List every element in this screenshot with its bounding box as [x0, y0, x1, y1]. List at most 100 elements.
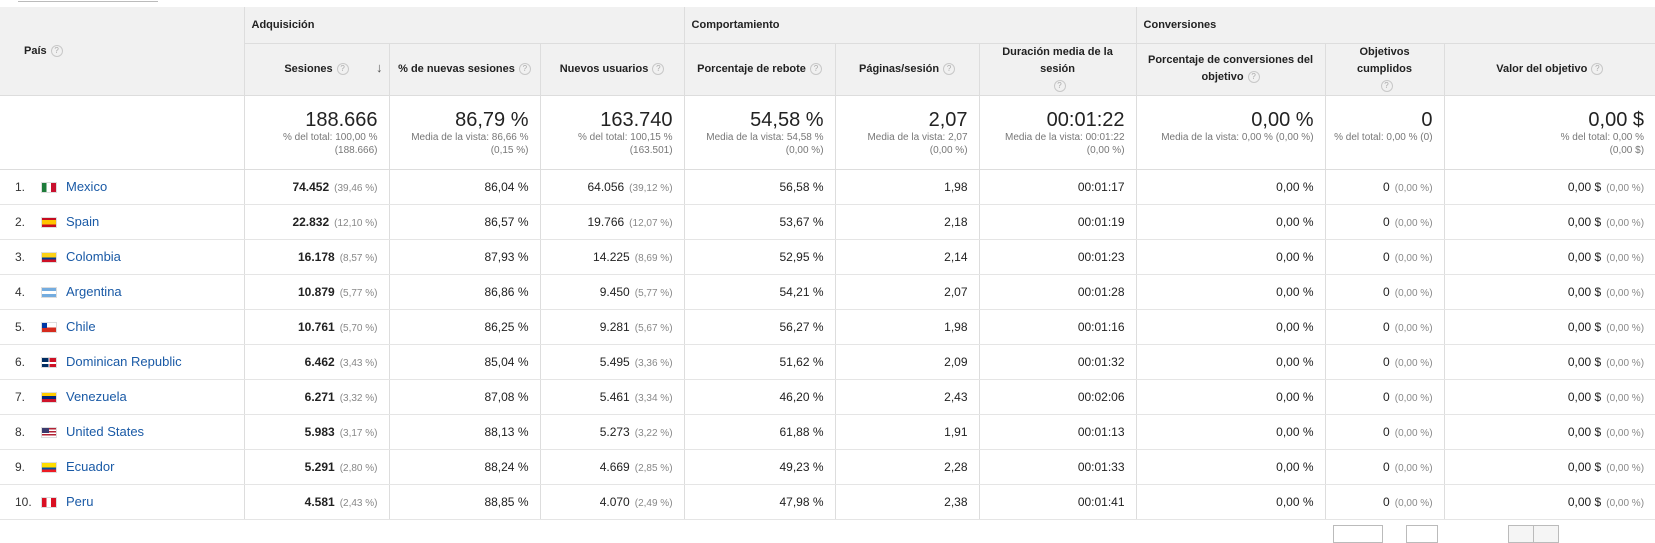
- paginas-cell: 1,98: [834, 169, 980, 205]
- nuevas-cell: 86,04 %: [388, 169, 540, 205]
- header-valor[interactable]: Valor del objetivo?: [1443, 43, 1655, 96]
- row-index: 5.: [15, 320, 26, 334]
- sesiones-cell: 4.581 (2,43 %): [243, 484, 389, 520]
- header-obj-label: Objetivos cumplidos: [1357, 45, 1413, 75]
- country-link[interactable]: Chile: [66, 319, 96, 334]
- usuarios-pct: (3,36 %): [634, 357, 673, 369]
- nuevas-cell: 86,86 %: [388, 274, 540, 310]
- table-row: 7. Venezuela 6.271 (3,32 %) 87,08 % 5.461 (3,3…: [0, 379, 1655, 415]
- usuarios-cell: 5.495 (3,36 %): [539, 344, 685, 380]
- objetivos-cell: 0 (0,00 %): [1324, 379, 1445, 415]
- country-link[interactable]: Spain: [66, 214, 100, 229]
- help-icon[interactable]: ?: [1247, 71, 1260, 84]
- help-icon[interactable]: ?: [1053, 79, 1066, 92]
- rows-per-page-select[interactable]: [1333, 525, 1383, 543]
- country-link[interactable]: United States: [66, 424, 145, 439]
- header-valor-label: Valor del objetivo: [1496, 62, 1588, 75]
- help-icon[interactable]: ?: [652, 62, 665, 75]
- valor-pct: (0,00 %): [1606, 217, 1645, 229]
- header-nuevas-sesiones[interactable]: % de nuevas sesiones?: [388, 43, 540, 96]
- help-icon[interactable]: ?: [1380, 79, 1393, 92]
- obj-pct: (0,00 %): [1394, 287, 1433, 299]
- country-cell: 2. Spain: [0, 204, 244, 240]
- valor-cell: 0,00 $ (0,00 %): [1443, 274, 1655, 310]
- country-cell: 1. Mexico: [0, 169, 244, 205]
- nuevas-cell: 86,57 %: [388, 204, 540, 240]
- country-link[interactable]: Peru: [66, 494, 94, 509]
- objetivos-cell: 0 (0,00 %): [1324, 484, 1445, 520]
- valor-cell: 0,00 $ (0,00 %): [1443, 204, 1655, 240]
- country-link[interactable]: Venezuela: [66, 389, 127, 404]
- flag-cl-icon: [41, 322, 57, 334]
- total-value: 00:01:22: [1046, 108, 1125, 131]
- table-row: 1. Mexico 74.452 (39,46 %) 86,04 % 64.056 (39,…: [0, 169, 1655, 205]
- sesiones-cell: 6.462 (3,43 %): [243, 344, 389, 380]
- sort-arrow-down-icon[interactable]: ↓: [376, 59, 383, 75]
- country-link[interactable]: Colombia: [66, 249, 121, 264]
- paginas-cell: 2,28: [834, 449, 980, 485]
- usuarios-value: 5.461: [599, 389, 630, 404]
- total-sub: Media de la vista: 2,07: [867, 131, 968, 143]
- conv-cell: 0,00 %: [1135, 204, 1326, 240]
- header-duracion[interactable]: Duración media de la sesión?: [978, 43, 1137, 96]
- country-link[interactable]: Dominican Republic: [66, 354, 182, 369]
- help-icon[interactable]: ?: [943, 62, 956, 75]
- valor-cell: 0,00 $ (0,00 %): [1443, 344, 1655, 380]
- obj-value: 0: [1383, 459, 1390, 474]
- header-nuevos-usuarios[interactable]: Nuevos usuarios?: [539, 43, 685, 96]
- rebote-cell: 52,95 %: [683, 239, 836, 275]
- header-paginas[interactable]: Páginas/sesión?: [834, 43, 980, 96]
- header-objetivos[interactable]: Objetivos cumplidos?: [1324, 43, 1445, 96]
- country-link[interactable]: Ecuador: [66, 459, 115, 474]
- sesiones-value: 6.271: [304, 389, 335, 404]
- objetivos-cell: 0 (0,00 %): [1324, 309, 1445, 345]
- help-icon[interactable]: ?: [50, 44, 63, 57]
- country-link[interactable]: Mexico: [66, 179, 108, 194]
- row-index: 6.: [15, 355, 26, 369]
- view-tab[interactable]: [18, 0, 158, 2]
- go-to-page-input[interactable]: [1406, 525, 1438, 543]
- row-index: 3.: [15, 250, 26, 264]
- sesiones-pct: (3,43 %): [339, 357, 378, 369]
- objetivos-cell: 0 (0,00 %): [1324, 344, 1445, 380]
- obj-value: 0: [1383, 214, 1390, 229]
- help-icon[interactable]: ?: [809, 62, 822, 75]
- total-sub: (163.501): [629, 144, 673, 156]
- header-pais[interactable]: País?: [0, 7, 244, 96]
- country-link[interactable]: Argentina: [66, 284, 122, 299]
- total-value: 163.740: [600, 108, 673, 131]
- valor-cell: 0,00 $ (0,00 %): [1443, 309, 1655, 345]
- sesiones-cell: 6.271 (3,32 %): [243, 379, 389, 415]
- prev-page-button[interactable]: [1508, 525, 1534, 543]
- total-cell: 188.666% del total: 100,00 % (188.666): [243, 95, 389, 170]
- usuarios-value: 9.281: [599, 319, 630, 334]
- duracion-cell: 00:01:41: [978, 484, 1137, 520]
- header-rebote[interactable]: Porcentaje de rebote?: [683, 43, 836, 96]
- objetivos-cell: 0 (0,00 %): [1324, 169, 1445, 205]
- obj-value: 0: [1383, 179, 1390, 194]
- header-conversiones[interactable]: Porcentaje de conversiones del objetivo?: [1135, 43, 1326, 96]
- next-page-button[interactable]: [1533, 525, 1559, 543]
- header-sesiones[interactable]: Sesiones? ↓: [243, 43, 389, 96]
- valor-cell: 0,00 $ (0,00 %): [1443, 239, 1655, 275]
- total-value: 54,58 %: [750, 108, 824, 131]
- total-sub: Media de la vista: 00:01:22: [1005, 131, 1125, 143]
- rebote-cell: 54,21 %: [683, 274, 836, 310]
- flag-co-icon: [41, 252, 57, 264]
- rebote-cell: 56,27 %: [683, 309, 836, 345]
- valor-pct: (0,00 %): [1606, 462, 1645, 474]
- help-icon[interactable]: ?: [1591, 62, 1604, 75]
- duracion-cell: 00:01:19: [978, 204, 1137, 240]
- conv-cell: 0,00 %: [1135, 309, 1326, 345]
- valor-cell: 0,00 $ (0,00 %): [1443, 169, 1655, 205]
- flag-do-icon: [41, 357, 57, 369]
- duracion-cell: 00:01:23: [978, 239, 1137, 275]
- rebote-cell: 56,58 %: [683, 169, 836, 205]
- total-value: 0,00 $: [1588, 108, 1645, 131]
- header-usuarios-label: Nuevos usuarios: [559, 62, 649, 75]
- nuevas-cell: 87,93 %: [388, 239, 540, 275]
- help-icon[interactable]: ?: [336, 62, 349, 75]
- header-pais-label: País: [24, 44, 47, 57]
- sesiones-value: 5.291: [304, 459, 335, 474]
- help-icon[interactable]: ?: [518, 62, 531, 75]
